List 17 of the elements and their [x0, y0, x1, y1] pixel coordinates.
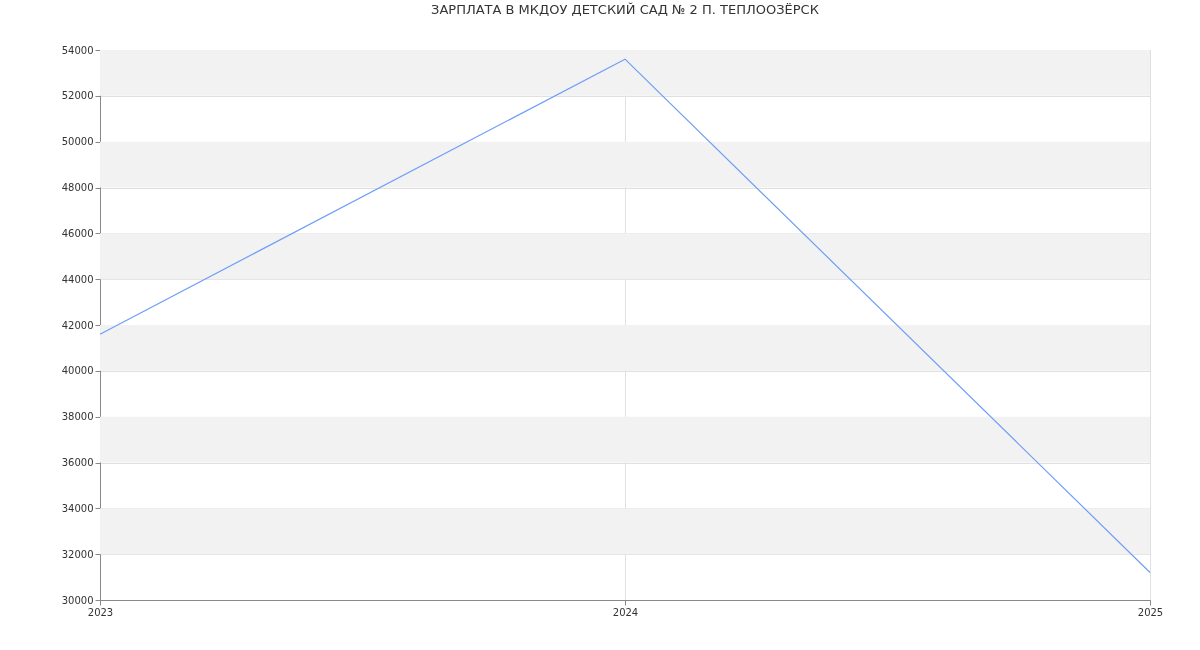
- y-tick-label: 46000: [61, 227, 94, 239]
- y-tick-label: 54000: [61, 44, 94, 56]
- y-tick-label: 34000: [61, 502, 94, 514]
- x-tick-label: 2023: [87, 606, 114, 618]
- y-tick-label: 48000: [61, 182, 94, 193]
- y-tick-label: 38000: [61, 411, 94, 423]
- y-tick-label: 44000: [61, 273, 94, 285]
- chart-title: ЗАРПЛАТА В МКДОУ ДЕТСКИЙ САД № 2 П. ТЕПЛООЗЁРСК: [431, 2, 819, 17]
- x-tick-label: 2025: [1137, 606, 1164, 618]
- y-tick-label: 30000: [61, 594, 94, 606]
- y-tick-label: 50000: [61, 136, 94, 148]
- y-tick-label: 32000: [61, 548, 94, 560]
- y-tick-label: 40000: [61, 365, 94, 377]
- y-tick-label: 52000: [61, 90, 94, 102]
- y-tick-label: 42000: [61, 319, 94, 331]
- x-tick-label: 2024: [612, 606, 639, 618]
- y-tick-label: 36000: [61, 457, 94, 468]
